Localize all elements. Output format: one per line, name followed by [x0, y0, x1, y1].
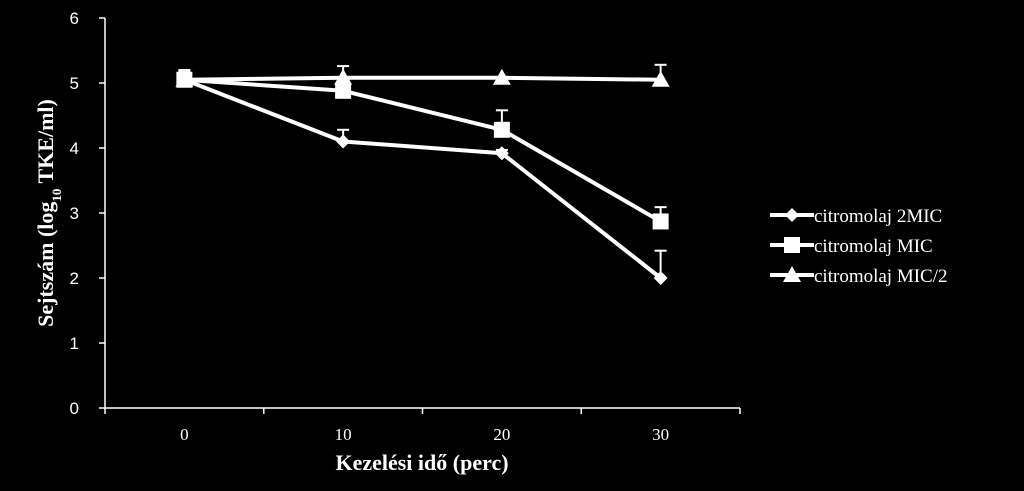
data-point-diamond — [653, 271, 668, 285]
legend-label: citromolaj 2MIC — [814, 206, 942, 227]
series-lines — [183, 75, 662, 280]
y-tick-label: 5 — [70, 74, 79, 93]
y-axis-title: Sejtszám (log10 TKE/ml) — [33, 99, 64, 327]
y-tick-label: 4 — [70, 139, 79, 158]
x-tick-label: 10 — [335, 425, 352, 444]
legend-marker-square — [784, 237, 800, 253]
x-tick-label: 20 — [493, 425, 510, 444]
legend-marker-triangle — [783, 266, 801, 282]
legend-label: citromolaj MIC — [814, 236, 933, 257]
data-point-diamond — [336, 134, 351, 149]
y-tick-label: 0 — [70, 399, 79, 418]
data-point-triangle — [334, 68, 353, 85]
legend-item: citromolaj 2MIC — [770, 206, 942, 227]
data-point-square — [652, 213, 669, 230]
data-point-square — [493, 121, 510, 138]
series-line-square — [184, 77, 662, 224]
y-tick-label: 3 — [70, 204, 79, 223]
legend-marker-diamond — [785, 208, 799, 222]
x-axis-title: Kezelési idő (perc) — [335, 450, 508, 475]
x-tick-label: 30 — [652, 425, 669, 444]
data-point-triangle — [492, 68, 511, 85]
y-tick-label: 6 — [70, 9, 79, 28]
x-axis-ticks: 0 10 20 30 — [104, 408, 741, 444]
y-axis-ticks: 0 1 2 3 4 5 6 — [70, 9, 105, 418]
chart-legend: citromolaj 2MIC citromolaj MIC citromolaj … — [770, 206, 948, 287]
series-line-triangle — [184, 75, 661, 82]
y-tick-label: 1 — [70, 334, 79, 353]
legend-item: citromolaj MIC/2 — [770, 266, 948, 287]
series-line-diamond — [183, 77, 662, 280]
y-tick-label: 2 — [70, 269, 79, 288]
legend-item: citromolaj MIC — [770, 236, 933, 257]
series-markers — [175, 68, 670, 285]
data-point-triangle — [175, 70, 194, 87]
x-tick-label: 0 — [180, 425, 189, 444]
data-point-square — [335, 82, 352, 99]
legend-label: citromolaj MIC/2 — [814, 266, 948, 287]
error-bars — [178, 63, 667, 278]
data-point-diamond — [494, 146, 509, 161]
data-point-triangle — [651, 70, 670, 87]
